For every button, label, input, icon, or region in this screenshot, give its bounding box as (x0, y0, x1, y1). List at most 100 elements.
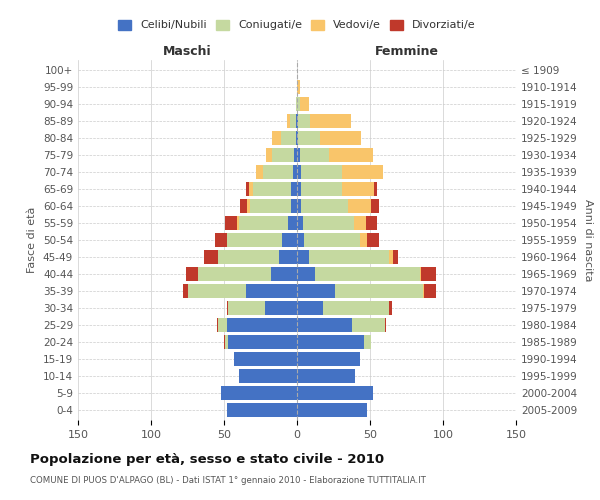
Bar (296, 114, 297, 128)
Bar (290, 114, 296, 128)
Bar (297, 386, 373, 400)
Bar (389, 300, 392, 315)
Bar (263, 165, 293, 180)
Bar (421, 266, 436, 281)
Bar (296, 131, 297, 146)
Bar (281, 131, 296, 146)
Bar (272, 131, 281, 146)
Bar (183, 284, 187, 298)
Bar (419, 266, 421, 281)
Bar (271, 266, 297, 281)
Bar (360, 233, 367, 247)
Bar (297, 182, 301, 196)
Bar (265, 300, 297, 315)
Bar (365, 216, 377, 230)
Bar (297, 266, 314, 281)
Bar (354, 216, 365, 230)
Bar (394, 250, 398, 264)
Bar (237, 216, 239, 230)
Bar (217, 318, 218, 332)
Bar (297, 250, 308, 264)
Bar (329, 148, 373, 162)
Bar (297, 334, 364, 349)
Bar (385, 318, 386, 332)
Bar (229, 334, 297, 349)
Bar (298, 114, 310, 128)
Bar (297, 352, 360, 366)
Bar (283, 233, 297, 247)
Text: Femmine: Femmine (374, 46, 439, 59)
Bar (297, 318, 352, 332)
Bar (298, 131, 320, 146)
Bar (301, 165, 342, 180)
Bar (246, 182, 249, 196)
Bar (293, 165, 297, 180)
Bar (249, 182, 253, 196)
Bar (250, 199, 291, 214)
Bar (297, 284, 335, 298)
Text: Maschi: Maschi (163, 46, 212, 59)
Bar (227, 402, 297, 417)
Bar (226, 216, 237, 230)
Bar (218, 250, 280, 264)
Bar (247, 199, 250, 214)
Bar (296, 97, 297, 112)
Bar (389, 250, 394, 264)
Bar (226, 334, 229, 349)
Text: COMUNE DI PUOS D'ALPAGO (BL) - Dati ISTAT 1° gennaio 2010 - Elaborazione TUTTITA: COMUNE DI PUOS D'ALPAGO (BL) - Dati ISTA… (30, 476, 426, 485)
Y-axis label: Anni di nascita: Anni di nascita (583, 198, 593, 281)
Bar (367, 233, 379, 247)
Bar (301, 199, 348, 214)
Legend: Celibi/Nubili, Coniugati/e, Vedovi/e, Divorziati/e: Celibi/Nubili, Coniugati/e, Vedovi/e, Di… (114, 15, 480, 35)
Bar (246, 284, 297, 298)
Bar (352, 318, 385, 332)
Bar (234, 352, 297, 366)
Bar (297, 165, 301, 180)
Bar (335, 284, 422, 298)
Bar (224, 334, 226, 349)
Bar (218, 318, 227, 332)
Bar (239, 216, 288, 230)
Bar (297, 402, 367, 417)
Bar (291, 199, 297, 214)
Bar (187, 284, 246, 298)
Bar (304, 233, 360, 247)
Bar (291, 182, 297, 196)
Bar (287, 114, 290, 128)
Bar (215, 233, 227, 247)
Bar (227, 318, 297, 332)
Bar (288, 216, 297, 230)
Bar (280, 250, 297, 264)
Bar (297, 199, 301, 214)
Bar (297, 131, 298, 146)
Bar (310, 114, 351, 128)
Bar (297, 216, 303, 230)
Bar (297, 97, 300, 112)
Bar (203, 250, 218, 264)
Bar (297, 80, 300, 94)
Bar (297, 233, 304, 247)
Bar (297, 300, 323, 315)
Bar (300, 148, 329, 162)
Bar (227, 233, 283, 247)
Bar (186, 266, 198, 281)
Bar (227, 300, 229, 315)
Bar (314, 266, 419, 281)
Bar (272, 148, 294, 162)
Bar (342, 182, 374, 196)
Bar (239, 368, 297, 383)
Bar (308, 250, 389, 264)
Bar (342, 165, 383, 180)
Bar (424, 284, 436, 298)
Bar (348, 199, 371, 214)
Bar (229, 300, 265, 315)
Bar (221, 386, 297, 400)
Bar (303, 216, 354, 230)
Y-axis label: Fasce di età: Fasce di età (28, 207, 37, 273)
Bar (371, 199, 379, 214)
Bar (253, 182, 291, 196)
Bar (301, 182, 342, 196)
Bar (297, 114, 298, 128)
Bar (320, 131, 361, 146)
Bar (364, 334, 371, 349)
